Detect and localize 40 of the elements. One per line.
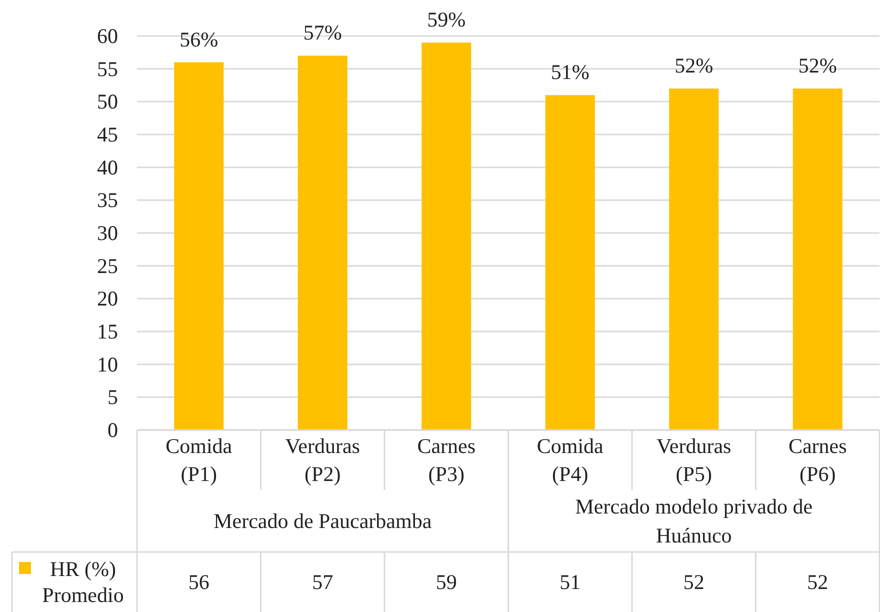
y-tick-label: 60 [97, 24, 118, 48]
text: Mercado de Paucarbamba [214, 509, 432, 533]
legend-label: HR (%) Promedio [42, 557, 124, 607]
text: Mercado modelo privado de Huánuco [575, 494, 813, 548]
annotation: 56% [180, 27, 218, 52]
y-tick-label: 30 [97, 221, 118, 245]
y-tick-label: 35 [97, 188, 118, 212]
y-tick-label: 15 [97, 320, 118, 344]
x-tick-label: Verduras (P5) [656, 434, 732, 486]
annotation: 52% [674, 54, 714, 78]
data-label: 57 [312, 570, 334, 594]
data-label: 52 [807, 570, 828, 594]
y-tick-label: 5 [108, 385, 118, 410]
data-label: 52 [683, 570, 704, 594]
y-tick-label: 45 [97, 122, 118, 146]
y-tick-label: 50 [97, 90, 118, 114]
y-tick-label: 40 [97, 155, 118, 180]
annotation: 57% [303, 20, 342, 45]
annotation: 52% [798, 54, 837, 78]
data-label: 59 [436, 570, 457, 594]
bar [298, 56, 348, 430]
y-tick-label: 25 [97, 254, 118, 278]
x-tick-label: Carnes (P3) [417, 434, 476, 486]
annotation: 51% [550, 60, 590, 84]
data-label: 56 [188, 570, 210, 594]
x-tick-label: Carnes (P6) [788, 434, 847, 486]
x-tick-label: Comida (P4) [536, 434, 604, 486]
y-tick-label: 0 [108, 418, 118, 442]
x-tick-label: Verduras (P2) [285, 434, 360, 486]
y-tick-label: 20 [97, 286, 118, 311]
x-tick-label: Comida (P1) [166, 434, 233, 486]
bar [422, 42, 472, 430]
bar [545, 95, 595, 430]
y-tick-label: 55 [97, 56, 118, 81]
bar [669, 88, 719, 430]
data-label: 51 [560, 570, 581, 594]
bar [792, 88, 842, 430]
bar [174, 62, 224, 430]
annotation: 59% [427, 8, 466, 32]
y-tick-label: 10 [97, 352, 118, 376]
